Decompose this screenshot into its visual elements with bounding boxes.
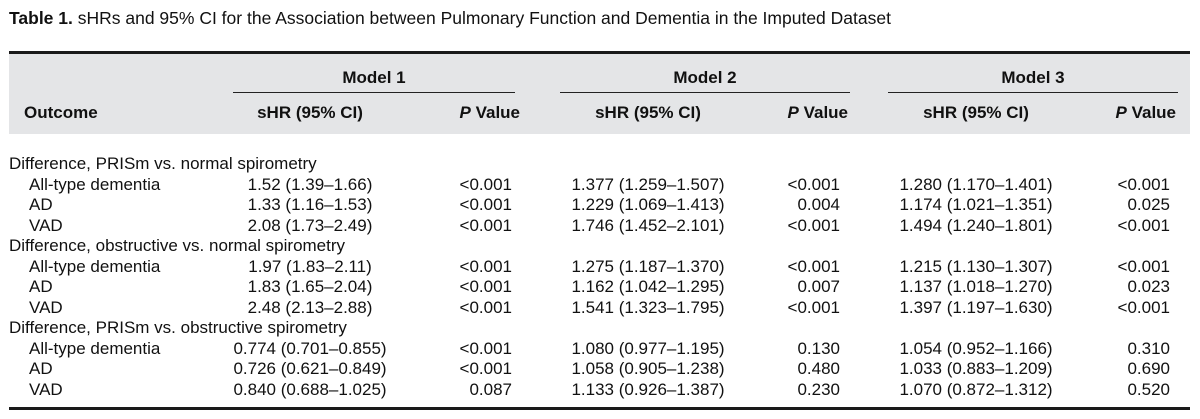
model-2-shr-cell: 1.541 (1.323–1.795) bbox=[571, 297, 725, 317]
row-outcome-label: VAD bbox=[29, 297, 63, 317]
model-3-shr-cell: 1.215 (1.130–1.307) bbox=[899, 256, 1053, 276]
model-3-shr-cell: 1.070 (0.872–1.312) bbox=[899, 379, 1053, 399]
model-1-p-cell: <0.001 bbox=[459, 195, 512, 214]
model-1-p-cell: <0.001 bbox=[459, 297, 512, 317]
model-1-p-cell: 0.087 bbox=[469, 379, 512, 399]
model-3-shr-cell: 1.280 (1.170–1.401) bbox=[899, 174, 1053, 194]
model-1-p-cell: <0.001 bbox=[459, 256, 512, 276]
row-outcome-label: AD bbox=[29, 359, 53, 378]
model-3-p-cell: <0.001 bbox=[1117, 256, 1170, 276]
table-row: AD 0.726 (0.621–0.849) <0.001 1.058 (0.905–… bbox=[0, 359, 1200, 379]
model-3-shr-cell: 1.033 (0.883–1.209) bbox=[899, 359, 1053, 378]
model-2-p-cell: <0.001 bbox=[787, 174, 840, 194]
model-2-shr-cell: 1.133 (0.926–1.387) bbox=[571, 379, 725, 399]
table-bottom-rule bbox=[9, 407, 1190, 410]
model-3-p-cell: <0.001 bbox=[1117, 297, 1170, 317]
table-row: AD 1.83 (1.65–2.04) <0.001 1.162 (1.042–1.2… bbox=[0, 277, 1200, 297]
table-row: AD 1.33 (1.16–1.53) <0.001 1.229 (1.069–1.4… bbox=[0, 195, 1200, 215]
table-row: All-type dementia 1.97 (1.83–2.11) <0.001 1… bbox=[0, 257, 1200, 277]
model-2-shr-cell: 1.058 (0.905–1.238) bbox=[571, 359, 725, 378]
model-2-p-cell: 0.007 bbox=[797, 277, 840, 296]
table-row: All-type dementia 0.774 (0.701–0.855) <0.0… bbox=[0, 339, 1200, 359]
model-1-shr-cell: 2.08 (1.73–2.49) bbox=[247, 215, 373, 235]
model-2-p-cell: 0.480 bbox=[797, 359, 840, 378]
model-2-shr-cell: 1.229 (1.069–1.413) bbox=[571, 195, 725, 214]
model-3-p-cell: 0.690 bbox=[1127, 359, 1170, 378]
model-3-p-cell: 0.310 bbox=[1127, 338, 1170, 358]
model-3-p-cell: 0.025 bbox=[1127, 195, 1170, 214]
table-row: VAD 0.840 (0.688–1.025) 0.087 1.133 (0.926–… bbox=[0, 380, 1200, 400]
model-3-shr-cell: 1.054 (0.952–1.166) bbox=[899, 338, 1053, 358]
model-1-p-cell: <0.001 bbox=[459, 338, 512, 358]
model-1-shr-header: sHR (95% CI) bbox=[257, 103, 363, 122]
model-3-p-header: P Value bbox=[1115, 103, 1176, 122]
model-2-header: Model 2 bbox=[673, 68, 737, 87]
model-3-shr-cell: 1.174 (1.021–1.351) bbox=[899, 195, 1053, 214]
model-1-p-cell: <0.001 bbox=[459, 215, 512, 235]
section-title: Difference, PRISm vs. normal spirometry bbox=[9, 154, 317, 173]
table-top-rule bbox=[9, 51, 1190, 54]
model-2-p-cell: 0.130 bbox=[797, 338, 840, 358]
model-3-underline bbox=[888, 92, 1178, 93]
model-2-underline bbox=[560, 92, 850, 93]
model-1-p-cell: <0.001 bbox=[459, 359, 512, 378]
model-3-p-cell: 0.023 bbox=[1127, 277, 1170, 296]
model-1-shr-cell: 2.48 (2.13–2.88) bbox=[247, 297, 373, 317]
table-row: VAD 2.08 (1.73–2.49) <0.001 1.746 (1.452–2.… bbox=[0, 216, 1200, 236]
row-outcome-label: All-type dementia bbox=[29, 338, 161, 358]
model-2-p-cell: 0.230 bbox=[797, 379, 840, 399]
model-2-p-cell: <0.001 bbox=[787, 215, 840, 235]
table-header-band bbox=[9, 54, 1190, 134]
model-1-shr-cell: 1.52 (1.39–1.66) bbox=[247, 174, 373, 194]
model-3-p-cell: <0.001 bbox=[1117, 174, 1170, 194]
table-row: All-type dementia 1.52 (1.39–1.66) <0.001 1… bbox=[0, 175, 1200, 195]
model-1-shr-cell: 0.840 (0.688–1.025) bbox=[233, 379, 387, 399]
section-title: Difference, PRISm vs. obstructive spirom… bbox=[9, 318, 347, 337]
model-3-shr-header: sHR (95% CI) bbox=[923, 103, 1029, 122]
model-1-shr-cell: 0.726 (0.621–0.849) bbox=[233, 359, 387, 378]
model-1-p-cell: <0.001 bbox=[459, 277, 512, 296]
model-2-shr-cell: 1.377 (1.259–1.507) bbox=[571, 174, 725, 194]
row-outcome-label: All-type dementia bbox=[29, 256, 161, 276]
model-2-p-header: P Value bbox=[787, 103, 848, 122]
model-2-shr-cell: 1.080 (0.977–1.195) bbox=[571, 338, 725, 358]
model-1-shr-cell: 1.33 (1.16–1.53) bbox=[247, 195, 373, 214]
model-2-p-cell: 0.004 bbox=[797, 195, 840, 214]
model-2-shr-cell: 1.746 (1.452–2.101) bbox=[571, 215, 725, 235]
model-3-shr-cell: 1.137 (1.018–1.270) bbox=[899, 277, 1053, 296]
model-2-shr-header: sHR (95% CI) bbox=[595, 103, 701, 122]
section-title: Difference, obstructive vs. normal spiro… bbox=[9, 236, 346, 255]
row-outcome-label: AD bbox=[29, 277, 53, 296]
model-1-underline bbox=[233, 92, 515, 93]
model-3-header: Model 3 bbox=[1001, 68, 1065, 87]
model-1-shr-cell: 1.97 (1.83–2.11) bbox=[248, 256, 372, 276]
model-1-p-header: P Value bbox=[459, 103, 520, 122]
model-3-shr-cell: 1.397 (1.197–1.630) bbox=[899, 297, 1053, 317]
model-1-header: Model 1 bbox=[342, 68, 406, 87]
table-row: VAD 2.48 (2.13–2.88) <0.001 1.541 (1.323–1.… bbox=[0, 298, 1200, 318]
model-1-shr-cell: 0.774 (0.701–0.855) bbox=[233, 338, 387, 358]
model-2-shr-cell: 1.275 (1.187–1.370) bbox=[571, 256, 725, 276]
model-3-p-cell: <0.001 bbox=[1117, 215, 1170, 235]
model-1-shr-cell: 1.83 (1.65–2.04) bbox=[247, 277, 373, 296]
model-3-p-cell: 0.520 bbox=[1127, 379, 1170, 399]
model-2-p-cell: <0.001 bbox=[787, 297, 840, 317]
row-outcome-label: AD bbox=[29, 195, 53, 214]
row-outcome-label: VAD bbox=[29, 379, 63, 399]
row-outcome-label: VAD bbox=[29, 215, 63, 235]
row-outcome-label: All-type dementia bbox=[29, 174, 161, 194]
table-number: Table 1. bbox=[9, 8, 73, 28]
model-2-shr-cell: 1.162 (1.042–1.295) bbox=[571, 277, 725, 296]
table-caption: Table 1. sHRs and 95% CI for the Associa… bbox=[9, 8, 891, 29]
table-title: sHRs and 95% CI for the Association betw… bbox=[72, 8, 891, 28]
model-1-p-cell: <0.001 bbox=[459, 174, 512, 194]
model-2-p-cell: <0.001 bbox=[787, 256, 840, 276]
model-3-shr-cell: 1.494 (1.240–1.801) bbox=[899, 215, 1053, 235]
outcome-column-header: Outcome bbox=[24, 103, 98, 122]
